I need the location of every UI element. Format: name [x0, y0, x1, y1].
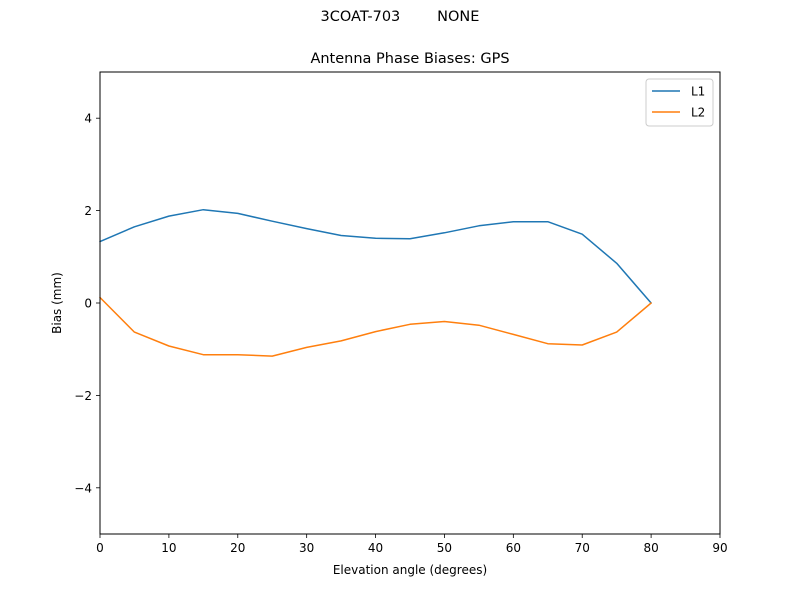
y-tick-label: 0	[84, 297, 92, 311]
y-tick-label: −2	[74, 389, 92, 403]
x-tick-label: 20	[230, 541, 245, 555]
x-axis-label: Elevation angle (degrees)	[333, 563, 487, 577]
x-tick-label: 0	[96, 541, 104, 555]
series-layer	[99, 208, 652, 357]
x-tick-label: 90	[712, 541, 727, 555]
y-tick-label: 4	[84, 112, 92, 126]
x-tick-label: 70	[575, 541, 590, 555]
x-tick-label: 80	[643, 541, 658, 555]
x-tick-label: 50	[437, 541, 452, 555]
legend-label-l2: L2	[691, 106, 705, 120]
x-tick-label: 30	[299, 541, 314, 555]
figure-suptitle: 3COAT-703 NONE	[320, 9, 480, 25]
x-axis: 0 10 20 30 40 50 60 70 80 90	[96, 534, 728, 555]
plot-frame	[99, 71, 721, 535]
x-tick-label: 40	[368, 541, 383, 555]
legend: L1 L2	[645, 78, 714, 127]
legend-label-l1: L1	[691, 85, 705, 99]
y-axis-label: Bias (mm)	[50, 272, 64, 334]
x-tick-label: 10	[161, 541, 176, 555]
y-tick-label: −4	[74, 481, 92, 495]
chart-title: Antenna Phase Biases: GPS	[310, 51, 509, 67]
series-line-l2	[99, 296, 652, 357]
y-tick-label: 2	[84, 204, 92, 218]
series-line-l1	[99, 208, 652, 304]
y-axis: −4 −2 0 2 4	[74, 112, 100, 495]
x-tick-label: 60	[506, 541, 521, 555]
